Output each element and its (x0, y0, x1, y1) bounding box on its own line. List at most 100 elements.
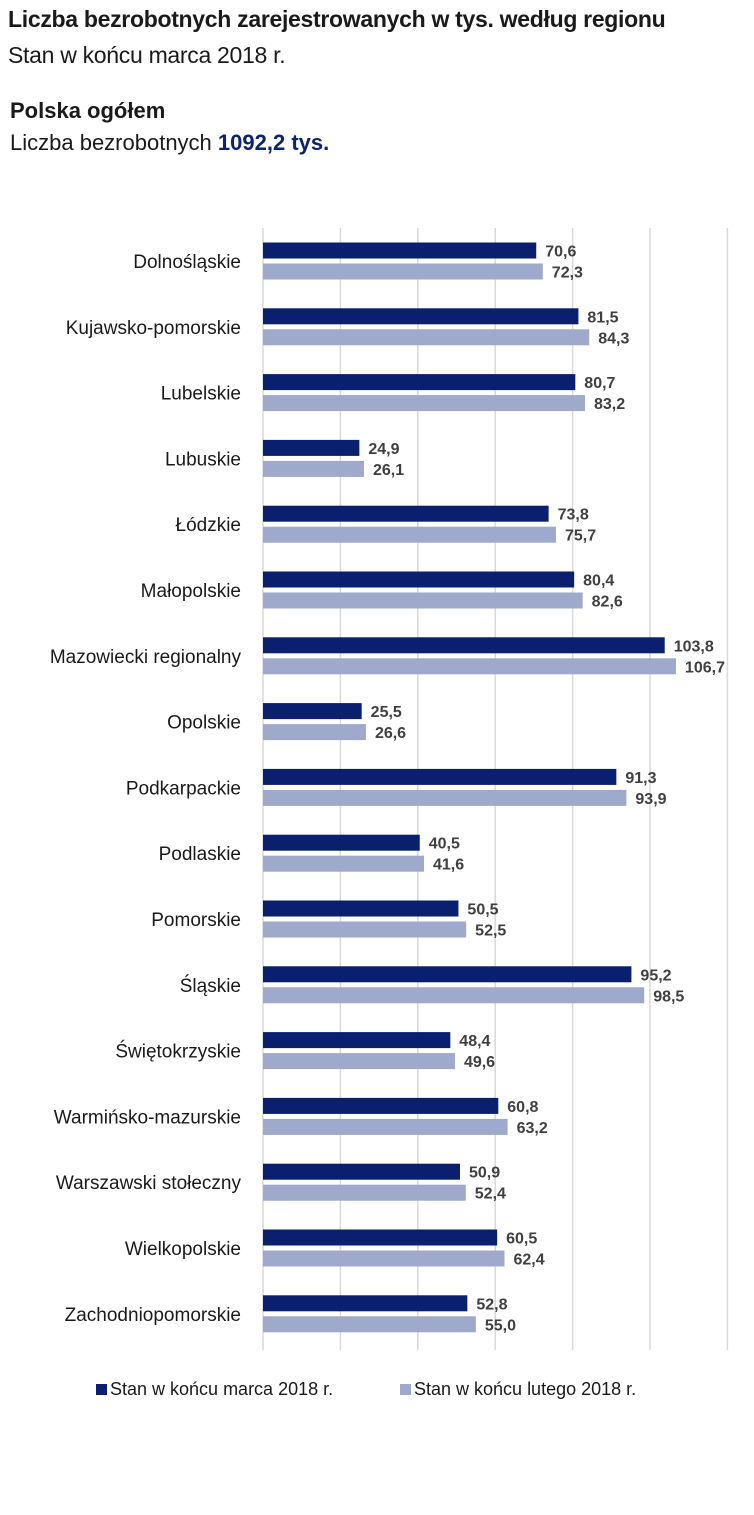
value-label: 73,8 (558, 507, 589, 524)
category-label: Łódzkie (176, 515, 242, 536)
bar-february (263, 592, 583, 609)
value-label: 50,9 (469, 1165, 500, 1182)
bar-february (263, 395, 585, 412)
value-label: 41,6 (433, 857, 464, 874)
category-label: Mazowiecki regionalny (50, 647, 242, 668)
value-label: 82,6 (592, 594, 623, 611)
bar-march (263, 768, 617, 785)
value-label: 75,7 (565, 528, 596, 545)
value-label: 26,6 (375, 725, 406, 742)
value-label: 50,5 (467, 902, 498, 919)
bar-march (263, 834, 420, 851)
bar-march (263, 439, 360, 456)
bar-february (263, 1184, 466, 1201)
bar-march (263, 505, 549, 522)
bar-february (263, 263, 543, 280)
value-label: 52,5 (475, 923, 506, 940)
value-label: 48,4 (459, 1033, 490, 1050)
bar-february (263, 987, 645, 1004)
bar-march (263, 1229, 498, 1246)
category-label: Lubuskie (165, 449, 241, 470)
bar-march (263, 1032, 451, 1049)
bar-february (263, 460, 365, 477)
value-label: 40,5 (429, 836, 460, 853)
value-label: 70,6 (545, 244, 576, 261)
bar-march (263, 637, 665, 654)
value-label: 106,7 (685, 659, 725, 676)
bar-march (263, 703, 362, 720)
total-line: Liczba bezrobotnych 1092,2 tys. (10, 130, 329, 156)
category-label: Warmińsko-mazurskie (54, 1107, 241, 1128)
value-label: 81,5 (587, 309, 618, 326)
category-label: Zachodniopomorskie (65, 1305, 241, 1326)
chart-subtitle: Stan w końcu marca 2018 r. (8, 42, 286, 68)
bar-february (263, 329, 590, 346)
bar-march (263, 242, 537, 259)
value-label: 83,2 (594, 396, 625, 413)
bar-march (263, 1097, 499, 1114)
category-label: Kujawsko-pomorskie (66, 318, 241, 339)
bar-march (263, 900, 459, 917)
category-label: Śląskie (180, 975, 241, 997)
bar-march (263, 966, 632, 983)
legend-swatch (96, 1384, 107, 1395)
value-label: 84,3 (598, 330, 629, 347)
bar-february (263, 526, 556, 543)
bar-march (263, 374, 576, 391)
category-label: Świętokrzyskie (115, 1041, 241, 1063)
bar-february (263, 724, 366, 741)
value-label: 26,1 (373, 462, 404, 479)
value-label: 63,2 (517, 1120, 548, 1137)
labels: Dolnośląskie 70,6 72,3 Kujawsko-pomorskie 81… (50, 244, 725, 1335)
bar-february (263, 658, 676, 675)
category-label: Opolskie (167, 713, 241, 734)
bar-march (263, 571, 575, 588)
value-label: 91,3 (625, 770, 656, 787)
value-label: 98,5 (653, 988, 684, 1005)
category-label: Wielkopolskie (125, 1239, 241, 1260)
bar-february (263, 789, 627, 806)
bars (263, 242, 676, 1333)
legend-swatch (400, 1384, 411, 1395)
category-label: Dolnośląskie (133, 252, 241, 273)
value-label: 52,8 (476, 1296, 507, 1313)
value-label: 80,4 (583, 573, 614, 590)
bar-february (263, 1118, 508, 1135)
category-label: Podlaskie (159, 844, 241, 865)
category-label: Małopolskie (141, 581, 241, 602)
category-label: Warszawski stołeczny (56, 1173, 242, 1194)
value-label: 62,4 (513, 1252, 544, 1269)
value-label: 95,2 (640, 967, 671, 984)
value-label: 60,5 (506, 1231, 537, 1248)
legend: Stan w końcu marca 2018 r. Stan w końcu l… (96, 1379, 636, 1399)
value-label: 25,5 (371, 704, 402, 721)
total-label: Liczba bezrobotnych (10, 130, 212, 155)
bar-february (263, 1316, 476, 1333)
bar-march (263, 308, 579, 325)
value-label: 93,9 (635, 791, 666, 808)
bar-february (263, 855, 424, 872)
bar-march (263, 1163, 460, 1180)
legend-label: Stan w końcu lutego 2018 r. (414, 1379, 636, 1399)
total-heading: Polska ogółem (10, 98, 166, 123)
value-label: 52,4 (475, 1186, 506, 1203)
category-label: Lubelskie (161, 384, 241, 405)
category-label: Podkarpackie (126, 778, 241, 799)
bar-february (263, 1250, 505, 1267)
value-label: 24,9 (368, 441, 399, 458)
bar-february (263, 921, 467, 938)
value-label: 80,7 (584, 375, 615, 392)
value-label: 103,8 (674, 638, 714, 655)
grid-lines (262, 228, 729, 1350)
category-label: Pomorskie (151, 910, 241, 931)
legend-label: Stan w końcu marca 2018 r. (110, 1379, 333, 1399)
total-value: 1092,2 tys. (217, 130, 330, 155)
bar-february (263, 1053, 455, 1070)
chart-title: Liczba bezrobotnych zarejestrowanych w t… (8, 6, 666, 32)
value-label: 60,8 (507, 1099, 538, 1116)
value-label: 55,0 (485, 1317, 516, 1334)
bar-march (263, 1295, 468, 1312)
value-label: 49,6 (464, 1054, 495, 1071)
value-label: 72,3 (552, 265, 583, 282)
